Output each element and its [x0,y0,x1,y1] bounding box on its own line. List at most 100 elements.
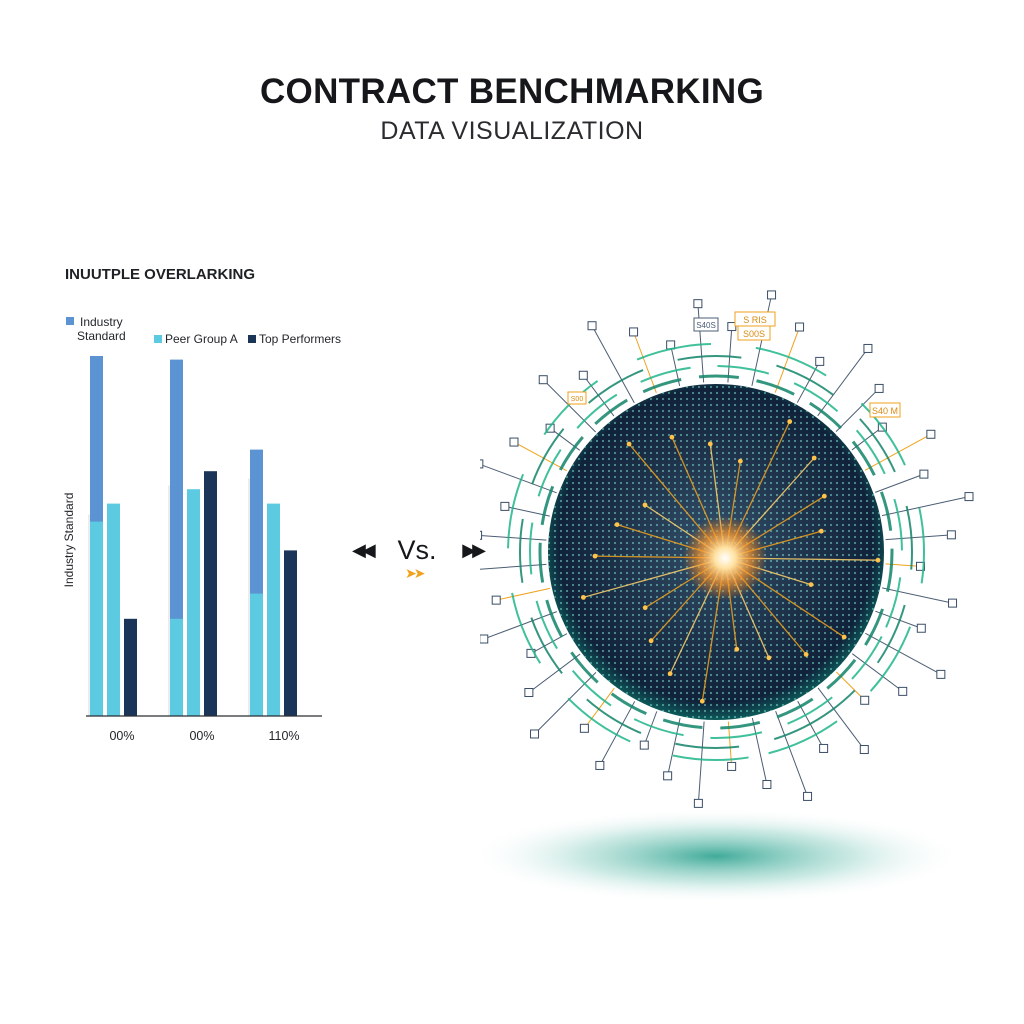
spoke-line [697,303,705,383]
bar-top-performers-1 [204,471,217,716]
globe-label-3: S40 M [872,406,898,416]
connection-node [841,634,847,640]
connection-node [626,441,632,447]
spoke-node-icon [595,760,605,770]
spoke-node-icon [936,669,946,679]
x-tick-label-2: 110% [268,729,299,743]
spoke-node-icon [480,530,483,540]
spoke-node-icon [926,429,936,439]
connection-node [648,638,654,644]
globe-label-4: S00 [571,396,584,403]
connection-node [811,455,817,461]
connection-node [667,671,673,677]
legend-swatch-industry-standard [66,317,74,325]
spoke-line [480,534,547,541]
x-tick-label-0: 00% [109,729,134,743]
spoke-node-icon [948,598,958,608]
double-chevron-right-icon: ➤➤ [405,566,426,582]
spoke-line [667,718,681,776]
spoke-node-icon [693,299,703,309]
chart-legend: Industry Standard Peer Group A Top Perfo… [66,315,341,346]
spoke-node-icon [587,321,597,331]
spoke-node-icon [859,745,869,755]
spoke-node-icon [727,761,737,771]
spoke-node-icon [545,423,555,433]
chart-title: INUUTPLE OVERLARKING [65,266,255,283]
x-tick-label-1: 00% [189,729,214,743]
spoke-line [885,534,952,541]
spoke-line [591,325,635,404]
bar-lower-segment-peer-group-a-1 [187,597,200,716]
spoke-node-icon [919,469,929,479]
spoke-node-icon [509,437,519,447]
spoke-line [882,587,953,604]
connection-node [592,553,598,559]
spoke-line [633,331,657,393]
connection-node [821,493,827,499]
spoke-node-icon [480,634,489,644]
spoke-node-icon [500,501,510,511]
spoke-line [534,672,597,735]
spoke-node-icon [863,343,873,353]
spoke-node-icon [579,723,589,733]
spoke-node-icon [693,798,703,808]
spoke-line [542,379,596,433]
spoke-line [751,717,768,785]
bar-lower-segment-peer-group-a-0 [107,586,120,716]
globe-label-0: S RIS [743,315,767,325]
legend-swatch-top-performers [248,335,256,343]
spoke-node-icon [860,695,870,705]
bars-group [88,356,297,716]
connection-node [875,557,881,563]
connection-node [699,698,705,704]
spoke-node-icon [578,370,588,380]
globe-label-2: S40S [696,321,716,330]
globe-core-glow [683,516,767,600]
spoke-line [875,610,922,629]
spoke-node-icon [916,623,926,633]
spoke-node-icon [629,327,639,337]
spoke-node-icon [803,791,813,801]
spoke-node-icon [538,375,548,385]
orbital-ring [529,365,903,739]
spoke-line [817,348,869,417]
spoke-line [528,653,581,693]
spoke-node-icon [898,686,908,696]
connection-node [808,582,814,587]
legend-label-top-performers: Top Performers [259,332,341,346]
connection-node [707,441,713,447]
spoke-node-icon [767,290,777,300]
connection-node [734,646,740,652]
spoke-line [584,687,615,729]
spoke-line [851,653,904,692]
spoke-line [875,473,925,493]
spoke-line [774,326,801,393]
bar-chart: INUUTPLE OVERLARKING Industry Standard P… [62,266,341,743]
legend-label-peer-group-a: Peer Group A [165,332,238,346]
spoke-line [643,711,658,746]
spoke-line [599,701,636,766]
spoke-line [727,326,733,383]
connection-node [818,528,824,534]
spoke-line [697,721,705,804]
connection-node [766,655,772,661]
spoke-node-icon [964,492,974,502]
bar-lower-segment-peer-group-a-2 [267,626,280,716]
page-subtitle: DATA VISUALIZATION [380,117,644,145]
spoke-node-icon [946,530,956,540]
connection-node [803,652,809,657]
bar-lower-segment-industry-standard-2 [250,593,263,716]
spoke-line [817,687,865,750]
connection-node [642,605,648,611]
spoke-node-icon [795,322,805,332]
globe-label-1: S00S [743,329,765,339]
spoke-line [775,711,809,797]
bar-lower-segment-industry-standard-1 [170,618,183,716]
spoke-line [881,496,970,517]
spoke-line [865,632,942,675]
double-chevron-right-icon: ▶▶ [462,539,486,561]
orbital-ring [538,374,894,730]
double-chevron-left-icon: ◀◀ [352,539,376,561]
spoke-line [480,463,557,494]
orbital-ring [519,355,913,749]
